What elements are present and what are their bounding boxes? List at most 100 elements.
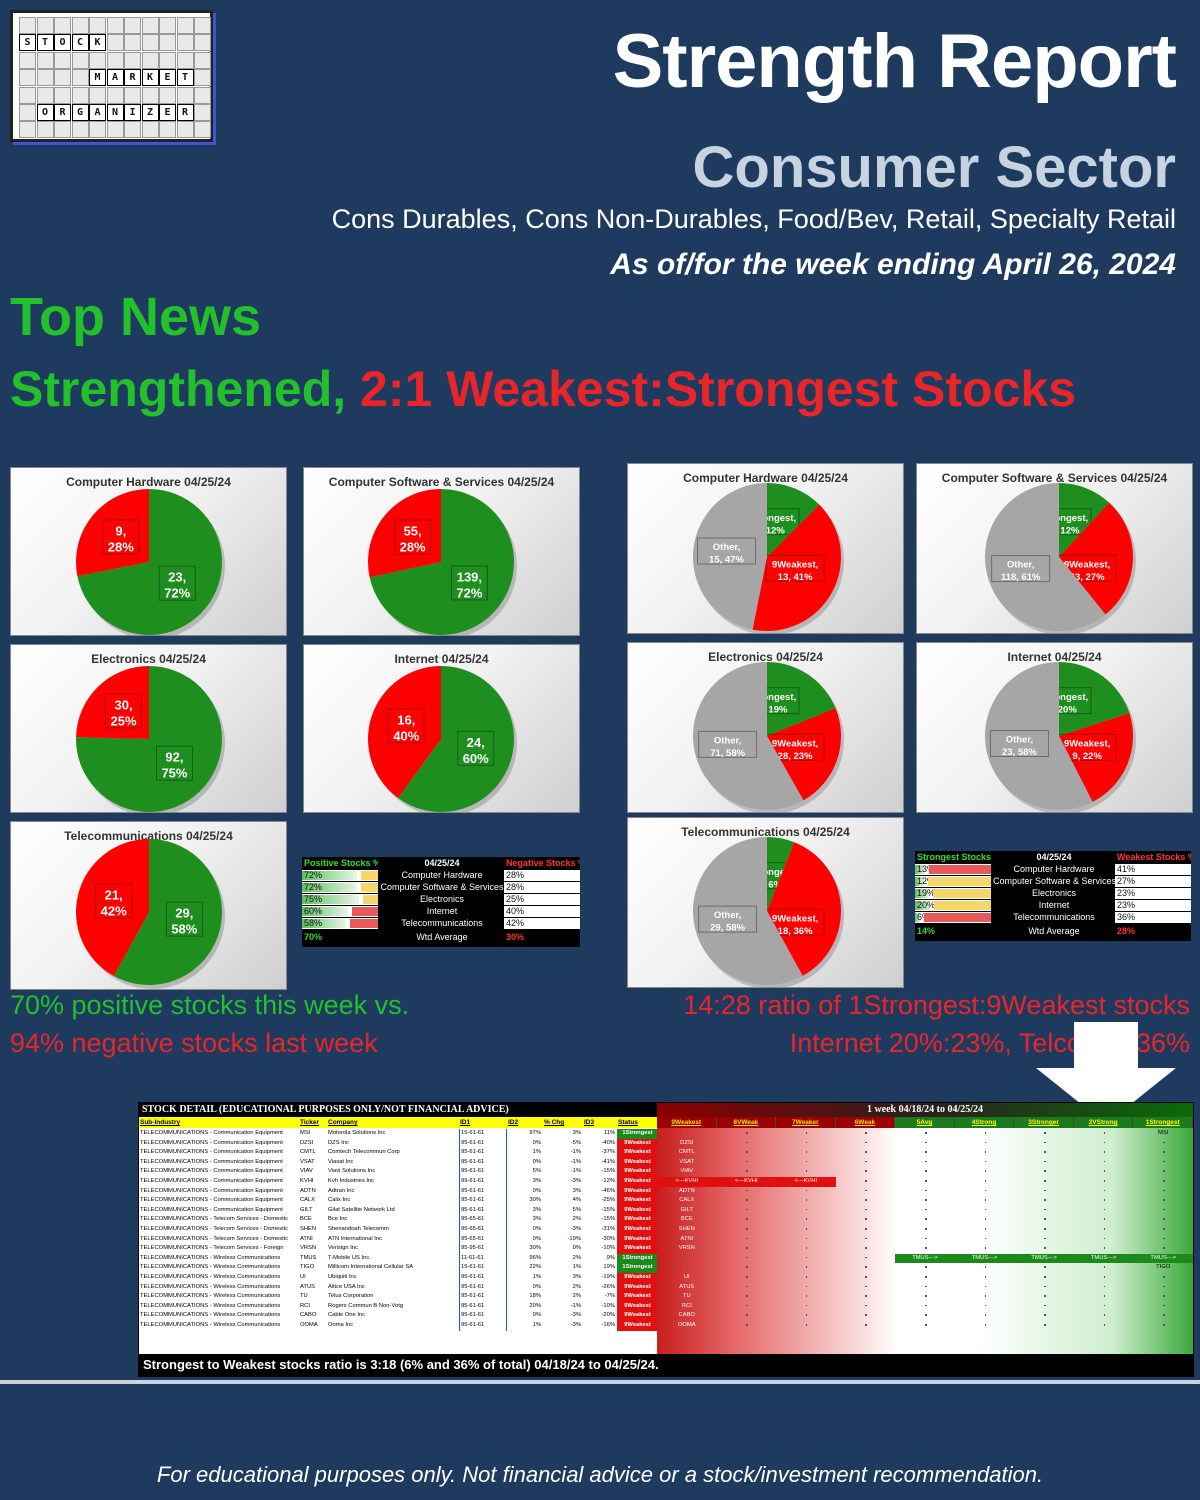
- logo-tile: [36, 121, 54, 139]
- grid-dot: [925, 1247, 927, 1249]
- grid-dot: [1103, 1180, 1106, 1182]
- grid-dot: [1044, 1180, 1046, 1182]
- logo-tile: [54, 86, 71, 104]
- detail-cell: 11%: [603, 1130, 615, 1136]
- detail-cell: 19%: [603, 1264, 615, 1271]
- detail-cell: 2%: [572, 1216, 581, 1223]
- logo-tile: [141, 121, 159, 139]
- positive-negative-table: Positive Stocks % 04/25/24 Negative Stocks…: [302, 857, 580, 947]
- grid-dot: [805, 1228, 808, 1230]
- detail-cell: -41%: [601, 1158, 615, 1165]
- pie-label-box: [698, 905, 758, 933]
- grid-ticker: UI: [683, 1274, 690, 1280]
- detail-cell: 3%: [572, 1187, 581, 1194]
- grid-ticker: ADTN: [678, 1187, 695, 1194]
- logo-tile: [71, 51, 89, 69]
- logo-tile: [141, 17, 159, 34]
- pie-slice-label: Other, 118, 61%: [1001, 560, 1041, 584]
- grid-dot: [925, 1199, 927, 1201]
- grid-ticker: CMTL: [678, 1149, 695, 1156]
- table-row: 12% Computer Software & Services 27%: [915, 876, 1191, 887]
- detail-cell: 95-61-61: [459, 1196, 507, 1206]
- logo-tile: [194, 121, 211, 139]
- pie-slice-label: 9Weakest, 53, 27%: [1064, 559, 1110, 583]
- pie-chart: 1Strongest, 23, 12% 9Weakest, 53, 27% Other,…: [985, 483, 1136, 633]
- logo-tile: [71, 69, 89, 87]
- negative-bar: [504, 883, 526, 892]
- grid-dot: [1044, 1304, 1046, 1307]
- detail-cell: 9Weakest: [617, 1301, 657, 1312]
- tmus-mark: TMUS--->: [1090, 1254, 1117, 1261]
- detail-cell: 9Weakest: [617, 1186, 657, 1197]
- kvhi-mark: <---KVHI: [675, 1178, 699, 1184]
- detail-cell: 97%: [529, 1130, 541, 1136]
- pie-chart: 29, 58% 21, 42%: [76, 839, 225, 989]
- grid-dot: [1163, 1324, 1165, 1326]
- detail-cell: -3%: [570, 1178, 581, 1184]
- grid-dot: [925, 1132, 927, 1134]
- detail-cell: 9Weakest: [617, 1292, 657, 1302]
- grid-dot: [1163, 1218, 1165, 1220]
- pie-chart: 92, 75% 30, 25%: [75, 666, 225, 812]
- logo-letter: S: [19, 34, 36, 52]
- grid-ticker: VIAV: [680, 1168, 694, 1175]
- logo-tile: [159, 17, 176, 34]
- pie-label-box: [457, 730, 495, 766]
- grid-dot: [1044, 1266, 1046, 1268]
- detail-cell: -20%: [601, 1312, 615, 1319]
- grid-dot: [1103, 1247, 1106, 1249]
- grid-header: 2VStrong: [1073, 1117, 1134, 1128]
- grid-dot: [925, 1266, 927, 1268]
- table-row: 75% Electronics 25%: [302, 894, 580, 905]
- pie-chart: 1Strongest, 8, 20% 9Weakest, 9, 22% Other, 23…: [985, 662, 1136, 812]
- table-header: Weakest Stocks %: [1117, 852, 1191, 862]
- pie-slice: [77, 489, 222, 635]
- kvhi-mark: <---KVHI: [734, 1178, 758, 1184]
- negative-value: 42%: [504, 918, 580, 929]
- grid-dot: [1163, 1170, 1165, 1172]
- grid-dot: [805, 1189, 808, 1192]
- detail-cell: TELECOMMUNICATIONS - Wireless Communicat…: [140, 1264, 281, 1271]
- pie-title: Computer Software & Services 04/25/24: [328, 475, 555, 489]
- positive-value: 19%: [915, 888, 991, 899]
- grid-dot: [746, 1304, 748, 1307]
- detail-cell: 9Weakest: [617, 1148, 657, 1158]
- detail-cell: 1Strongest: [617, 1129, 657, 1139]
- industry-name: Electronics: [1031, 888, 1076, 898]
- average-label: Wtd Average: [416, 932, 468, 942]
- grid-header: 5Avg: [895, 1117, 955, 1128]
- detail-cell: DZS Inc: [328, 1139, 349, 1146]
- grid-dot: [984, 1266, 987, 1268]
- detail-cell: 95-61-61: [459, 1301, 507, 1312]
- pie-slice-label: 1Strongest, 4, 12%: [744, 513, 796, 537]
- logo-letter: N: [106, 104, 124, 121]
- detail-cell: -37%: [601, 1149, 615, 1156]
- grid-dot: [805, 1160, 808, 1163]
- negative-tail: [360, 883, 378, 892]
- logo-tile: [89, 86, 106, 104]
- detail-cell: Altice USA Inc: [328, 1283, 365, 1290]
- detail-cell: TELECOMMUNICATIONS - Communication Equip…: [140, 1139, 283, 1146]
- logo-tile: [176, 121, 194, 139]
- negative-tail: [928, 865, 991, 874]
- detail-cell: Viavi Solutions Inc: [328, 1168, 376, 1175]
- negative-value: 36%: [1115, 912, 1191, 923]
- logo-tile: [106, 86, 124, 104]
- grid-dot: [1103, 1314, 1106, 1316]
- negative-value: 28%: [504, 870, 580, 881]
- average-positive: 70%: [304, 932, 323, 942]
- detail-cell: 95-65-61: [459, 1225, 507, 1235]
- logo-tile: [54, 69, 71, 87]
- negative-tail: [350, 919, 378, 928]
- pie-chart: 1Strongest, 3, 6% 9Weakest, 18, 36% Other, 29…: [693, 837, 844, 987]
- detail-cell: MSI: [300, 1130, 311, 1136]
- pie-slice: [692, 483, 767, 630]
- grid-dot: [1103, 1170, 1106, 1172]
- logo-tile: [194, 51, 211, 69]
- pie-slice-label: 1Strongest, 23, 19%: [744, 692, 796, 716]
- grid-ticker: GILT: [680, 1206, 693, 1213]
- logo-tile: [19, 86, 36, 104]
- detail-cell: TELECOMMUNICATIONS - Telecom Services - …: [140, 1235, 288, 1242]
- logo-tile: [36, 17, 54, 34]
- pie-slice-label: 29, 58%: [171, 906, 197, 937]
